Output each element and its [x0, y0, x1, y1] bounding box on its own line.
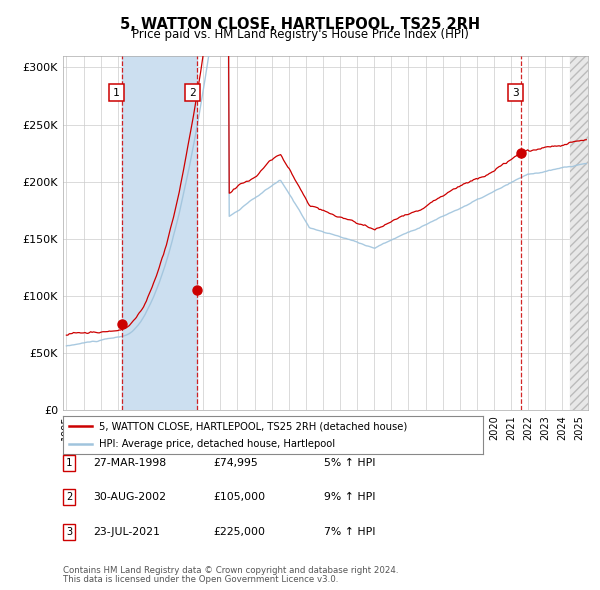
Text: 27-MAR-1998: 27-MAR-1998	[93, 458, 166, 468]
Text: 2: 2	[66, 493, 72, 502]
Text: 9% ↑ HPI: 9% ↑ HPI	[324, 493, 376, 502]
Text: 1: 1	[66, 458, 72, 468]
Text: 5% ↑ HPI: 5% ↑ HPI	[324, 458, 376, 468]
Text: 2: 2	[189, 87, 196, 97]
Text: 30-AUG-2002: 30-AUG-2002	[93, 493, 166, 502]
Text: 3: 3	[66, 527, 72, 536]
Text: 7% ↑ HPI: 7% ↑ HPI	[324, 527, 376, 536]
Text: Price paid vs. HM Land Registry's House Price Index (HPI): Price paid vs. HM Land Registry's House …	[131, 28, 469, 41]
Bar	[122, 56, 197, 410]
Text: 1: 1	[113, 87, 120, 97]
Bar	[569, 56, 588, 410]
Text: £74,995: £74,995	[213, 458, 258, 468]
Text: £105,000: £105,000	[213, 493, 265, 502]
Text: 5, WATTON CLOSE, HARTLEPOOL, TS25 2RH: 5, WATTON CLOSE, HARTLEPOOL, TS25 2RH	[120, 17, 480, 31]
Text: 23-JUL-2021: 23-JUL-2021	[93, 527, 160, 536]
Text: This data is licensed under the Open Government Licence v3.0.: This data is licensed under the Open Gov…	[63, 575, 338, 584]
Text: Contains HM Land Registry data © Crown copyright and database right 2024.: Contains HM Land Registry data © Crown c…	[63, 566, 398, 575]
Text: HPI: Average price, detached house, Hartlepool: HPI: Average price, detached house, Hart…	[98, 439, 335, 449]
Text: 5, WATTON CLOSE, HARTLEPOOL, TS25 2RH (detached house): 5, WATTON CLOSE, HARTLEPOOL, TS25 2RH (d…	[98, 421, 407, 431]
Text: 3: 3	[512, 87, 519, 97]
Text: £225,000: £225,000	[213, 527, 265, 536]
